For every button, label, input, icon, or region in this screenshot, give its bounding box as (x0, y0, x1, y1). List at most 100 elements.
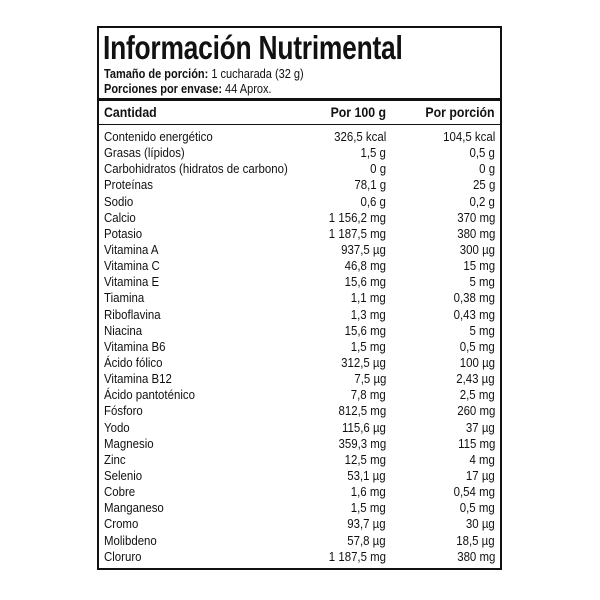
value-per-100g: 15,6 mg (344, 274, 386, 290)
table-row: Niacina 15,6 mg 5 mg (99, 323, 500, 339)
value-per-serving: 17 µg (466, 467, 495, 483)
serving-size: Tamaño de porción: 1 cucharada (32 g) (104, 67, 304, 81)
table-row: Vitamina B6 1,5 mg 0,5 mg (99, 339, 500, 355)
value-per-100g: 93,7 µg (347, 516, 386, 532)
table-row: Magnesio 359,3 mg 115 mg (99, 436, 500, 452)
nutrient-name: Potasio (104, 225, 143, 241)
nutrient-name: Vitamina E (104, 274, 160, 290)
value-per-serving: 25 g (472, 177, 495, 193)
nutrient-name: Zinc (104, 451, 126, 467)
value-per-serving: 2,5 mg (460, 387, 495, 403)
value-per-100g: 1,1 mg (351, 290, 386, 306)
value-per-100g: 1 187,5 mg (328, 548, 386, 564)
nutrient-name: Vitamina B6 (104, 338, 166, 354)
nutrient-table: Contenido energético 326,5 kcal 104,5 kcal… (99, 129, 500, 565)
servings-per-container: Porciones por envase: 44 Aprox. (104, 82, 272, 96)
nutrient-name: Manganeso (104, 500, 164, 516)
nutrient-name: Fósforo (104, 403, 143, 419)
table-row: Zinc 12,5 mg 4 mg (99, 452, 500, 468)
value-per-100g: 115,6 µg (342, 419, 386, 435)
table-row: Ácido fólico 312,5 µg 100 µg (99, 355, 500, 371)
value-per-100g: 937,5 µg (341, 241, 386, 257)
value-per-100g: 78,1 g (354, 177, 386, 193)
value-per-100g: 1 156,2 mg (328, 209, 386, 225)
value-per-serving: 260 mg (456, 403, 495, 419)
divider (99, 124, 500, 125)
table-row: Proteínas 78,1 g 25 g (99, 177, 500, 193)
header-per-100g: Por 100 g (330, 104, 386, 120)
nutrient-name: Sodio (104, 193, 134, 209)
value-per-100g: 0,6 g (360, 193, 386, 209)
nutrient-name: Vitamina C (104, 258, 160, 274)
nutrient-name: Ácido fólico (104, 354, 163, 370)
value-per-100g: 1,5 g (360, 145, 386, 161)
nutrient-name: Cloruro (104, 548, 142, 564)
table-row: Cloruro 1 187,5 mg 380 mg (99, 549, 500, 565)
value-per-100g: 326,5 kcal (333, 129, 386, 144)
value-per-serving: 115 mg (457, 435, 495, 451)
table-row: Calcio 1 156,2 mg 370 mg (99, 210, 500, 226)
divider-thick (99, 98, 500, 101)
table-row: Potasio 1 187,5 mg 380 mg (99, 226, 500, 242)
value-per-100g: 1 187,5 mg (328, 225, 386, 241)
value-per-serving: 0,54 mg (453, 484, 495, 500)
nutrient-name: Contenido energético (104, 129, 213, 144)
table-row: Vitamina B12 7,5 µg 2,43 µg (99, 371, 500, 387)
value-per-serving: 5 mg (469, 322, 495, 338)
value-per-serving: 0,5 mg (460, 500, 495, 516)
value-per-serving: 0,43 mg (453, 306, 495, 322)
table-row: Yodo 115,6 µg 37 µg (99, 420, 500, 436)
value-per-serving: 18,5 µg (456, 532, 495, 548)
table-row: Cromo 93,7 µg 30 µg (99, 516, 500, 532)
table-row: Carbohidratos (hidratos de carbono) 0 g 0 … (99, 161, 500, 177)
table-row: Grasas (lípidos) 1,5 g 0,5 g (99, 145, 500, 161)
table-row: Riboflavina 1,3 mg 0,43 mg (99, 307, 500, 323)
value-per-serving: 37 µg (466, 419, 495, 435)
nutrient-name: Proteínas (104, 177, 153, 193)
value-per-serving: 370 mg (456, 209, 495, 225)
value-per-serving: 0,5 mg (460, 338, 495, 354)
nutrient-name: Carbohidratos (hidratos de carbono) (104, 161, 288, 177)
nutrient-name: Ácido pantoténico (104, 387, 195, 403)
table-row: Fósforo 812,5 mg 260 mg (99, 403, 500, 419)
table-row: Cobre 1,6 mg 0,54 mg (99, 484, 500, 500)
label-title: Información Nutrimental (103, 29, 403, 66)
value-per-100g: 359,3 mg (338, 435, 386, 451)
nutrient-name: Selenio (104, 467, 143, 483)
nutrient-name: Cobre (104, 484, 136, 500)
value-per-100g: 15,6 mg (344, 322, 386, 338)
serving-size-value: 1 cucharada (32 g) (211, 67, 304, 81)
value-per-100g: 812,5 mg (338, 403, 386, 419)
servings-per-container-label: Porciones por envase: (104, 82, 222, 96)
nutrient-name: Vitamina A (104, 241, 159, 257)
nutrient-name: Tiamina (104, 290, 145, 306)
header-per-serving: Por porción (425, 104, 495, 120)
nutrient-name: Calcio (104, 209, 136, 225)
value-per-serving: 0,5 g (469, 145, 495, 161)
header-cantidad: Cantidad (104, 104, 157, 120)
table-row: Vitamina C 46,8 mg 15 mg (99, 258, 500, 274)
nutrient-name: Riboflavina (104, 306, 161, 322)
value-per-serving: 0,38 mg (453, 290, 495, 306)
value-per-100g: 1,5 mg (351, 338, 386, 354)
value-per-serving: 2,43 µg (456, 371, 495, 387)
value-per-serving: 4 mg (469, 451, 495, 467)
value-per-serving: 30 µg (466, 516, 495, 532)
value-per-100g: 312,5 µg (341, 354, 386, 370)
table-row: Vitamina A 937,5 µg 300 µg (99, 242, 500, 258)
value-per-serving: 380 mg (456, 548, 495, 564)
value-per-serving: 15 mg (463, 258, 495, 274)
nutrient-name: Cromo (104, 516, 139, 532)
value-per-100g: 1,3 mg (351, 306, 386, 322)
table-row: Sodio 0,6 g 0,2 g (99, 194, 500, 210)
value-per-100g: 7,8 mg (351, 387, 386, 403)
value-per-serving: 0 g (479, 161, 495, 177)
value-per-serving: 380 mg (456, 225, 495, 241)
value-per-serving: 100 µg (459, 354, 495, 370)
value-per-serving: 104,5 kcal (442, 129, 495, 144)
table-row: Molibdeno 57,8 µg 18,5 µg (99, 533, 500, 549)
nutrient-name: Magnesio (104, 435, 154, 451)
table-row: Contenido energético 326,5 kcal 104,5 kcal (99, 129, 500, 145)
nutrient-name: Niacina (104, 322, 143, 338)
table-row: Vitamina E 15,6 mg 5 mg (99, 274, 500, 290)
